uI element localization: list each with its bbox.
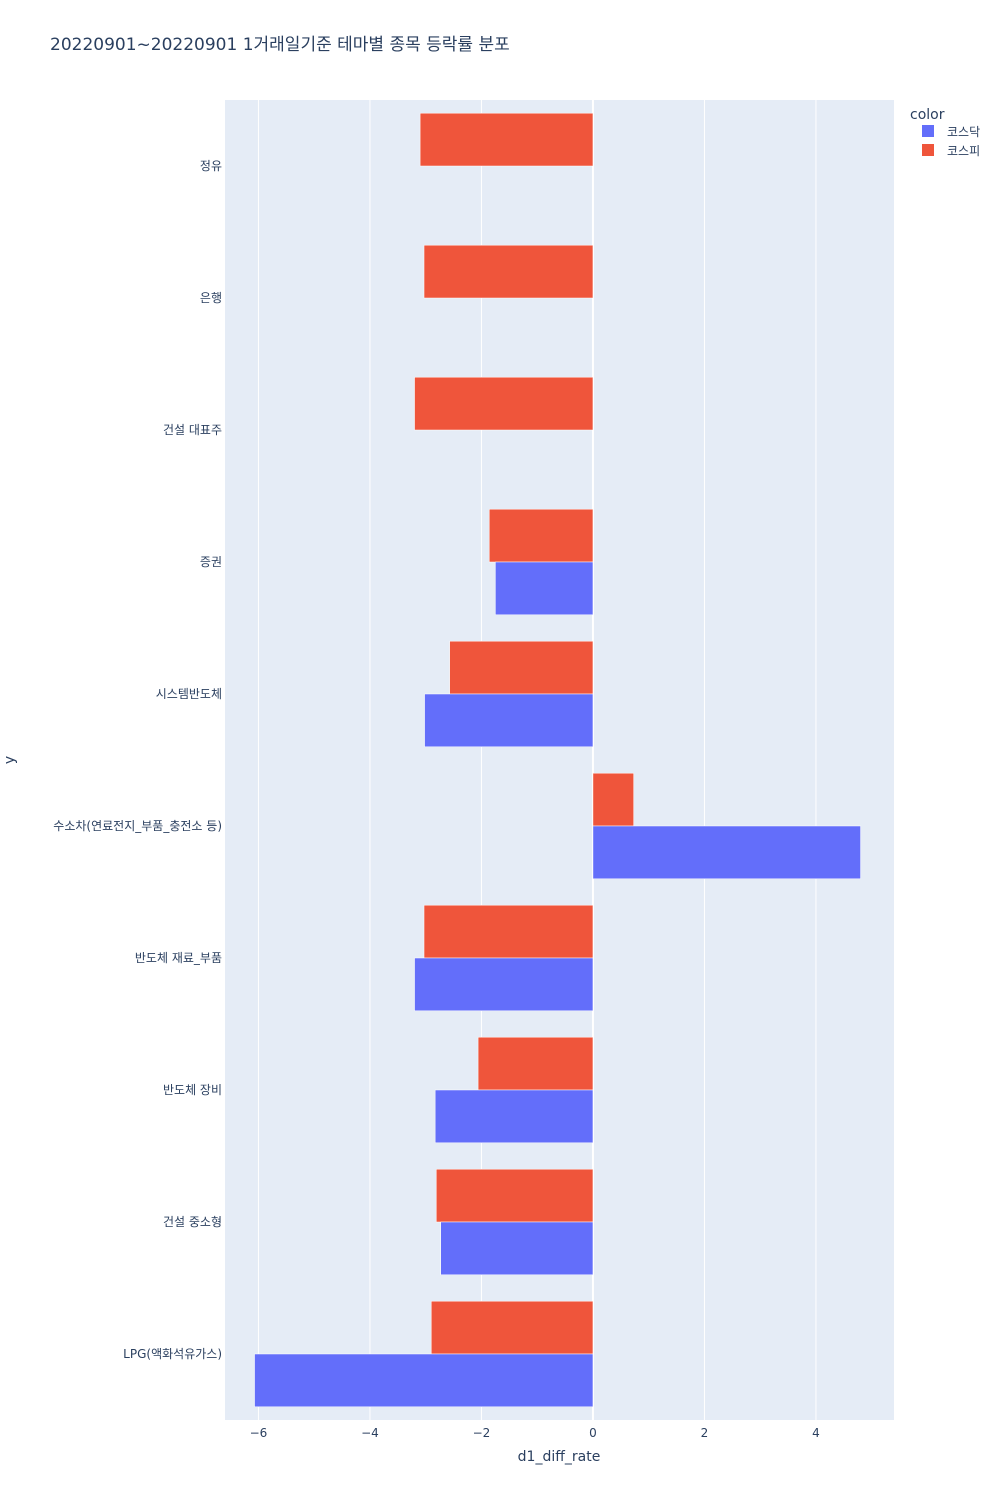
y-tick-label: 증권 <box>200 555 222 569</box>
bar-kospi <box>449 640 594 695</box>
x-tick-label: 2 <box>701 1426 709 1440</box>
x-axis-title: d1_diff_rate <box>518 1449 601 1465</box>
bars <box>254 112 861 1408</box>
y-tick-label: 수소차(연료전지_부품_충전소 등) <box>53 819 222 833</box>
x-tick-label: 0 <box>589 1426 597 1440</box>
x-tick-label: −4 <box>361 1426 379 1440</box>
bar-kospi <box>423 904 594 959</box>
y-tick-label: 정유 <box>200 159 222 173</box>
bar-kospi <box>477 1036 594 1091</box>
y-axis-title: y <box>2 756 18 764</box>
bar-kospi <box>423 244 594 299</box>
legend-title: color <box>910 107 945 123</box>
bar-kospi <box>436 1168 594 1223</box>
bar-kospi <box>592 772 634 827</box>
legend-item-label: 코스닥 <box>947 125 980 139</box>
bar-kospi <box>414 376 594 431</box>
y-tick-label: 은행 <box>200 290 222 305</box>
x-tick-label: −6 <box>250 1426 268 1440</box>
bar-kosdaq <box>440 1221 594 1276</box>
bar-kosdaq <box>434 1089 594 1144</box>
bar-kosdaq <box>414 957 594 1012</box>
bar-kosdaq <box>495 561 594 616</box>
x-tick-label: 4 <box>812 1426 820 1440</box>
legend-swatch <box>922 125 934 137</box>
legend-swatch <box>922 144 934 156</box>
y-tick-label: 건설 대표주 <box>163 423 222 437</box>
chart-title: 20220901~20220901 1거래일기준 테마별 종목 등락률 분포 <box>50 35 510 55</box>
grid-lines <box>257 100 817 1420</box>
bar-kosdaq <box>592 825 861 880</box>
y-tick-label: LPG(액화석유가스) <box>123 1347 222 1361</box>
legend-item-label: 코스피 <box>947 144 980 158</box>
bar-kosdaq <box>254 1353 594 1408</box>
y-tick-label: 반도체 재료_부품 <box>135 951 222 965</box>
y-tick-label: 건설 중소형 <box>163 1215 222 1229</box>
bar-kospi <box>419 112 594 167</box>
y-tick-label: 시스템반도체 <box>156 687 222 701</box>
bar-kospi <box>489 508 594 563</box>
bar-kospi <box>431 1300 594 1355</box>
y-tick-label: 반도체 장비 <box>163 1083 222 1097</box>
x-tick-label: −2 <box>473 1426 491 1440</box>
x-tick-labels: −6 −4 −2 0 2 4 <box>250 1426 820 1440</box>
bar-kosdaq <box>424 693 594 748</box>
